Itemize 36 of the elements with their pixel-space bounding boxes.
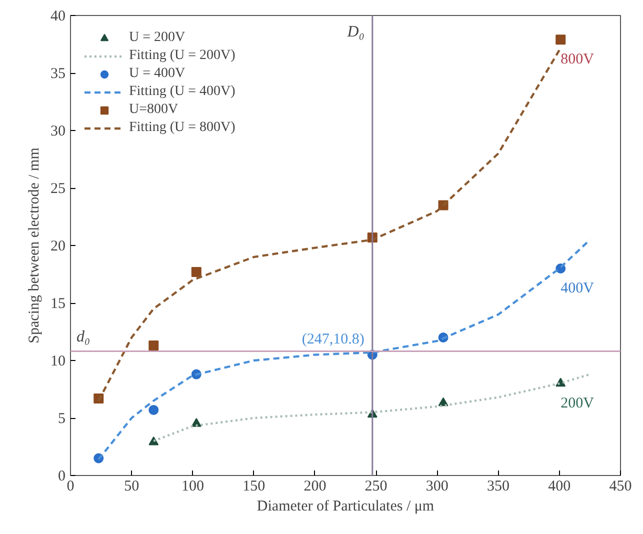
point xyxy=(191,266,202,277)
y-tick-label: 40 xyxy=(50,8,66,24)
legend-label: U=800V xyxy=(129,101,178,119)
y-tick-label: 0 xyxy=(58,468,66,484)
y-tick-label: 30 xyxy=(50,124,66,140)
x-tick-label: 350 xyxy=(487,478,510,494)
legend-label: U = 400V xyxy=(129,65,186,83)
point xyxy=(148,404,159,415)
y-tick-label: 15 xyxy=(50,296,66,312)
x-tick-label: 400 xyxy=(548,478,571,494)
ref-line-label: D₀ xyxy=(346,24,364,40)
x-tick-label: 450 xyxy=(609,478,632,494)
x-axis-title: Diameter of Particulates / μm xyxy=(256,498,434,514)
annotation: 800V xyxy=(560,52,594,68)
x-tick-label: 50 xyxy=(124,478,140,494)
legend-label: Fitting (U = 800V) xyxy=(129,119,236,137)
legend-label: Fitting (U = 400V) xyxy=(129,83,236,101)
x-tick-label: 250 xyxy=(364,478,388,494)
x-tick-label: 150 xyxy=(242,478,266,494)
x-tick-label: 300 xyxy=(426,478,448,494)
point xyxy=(556,34,566,45)
y-tick-label: 20 xyxy=(50,238,66,254)
legend-label: Fitting (U = 200V) xyxy=(129,47,236,65)
ref-line-label: d₀ xyxy=(76,328,90,346)
annotation: 200V xyxy=(560,396,594,412)
y-tick-label: 35 xyxy=(50,66,66,82)
annotation: 400V xyxy=(560,280,594,296)
y-tick-label: 25 xyxy=(50,181,66,197)
y-tick-label: 10 xyxy=(50,354,66,370)
x-tick-label: 200 xyxy=(304,478,326,494)
point xyxy=(148,340,159,351)
x-tick-label: 100 xyxy=(181,478,204,494)
y-tick-label: 5 xyxy=(58,411,66,427)
y-axis-title: Spacing between electrode / mm xyxy=(26,147,42,344)
legend-label: U = 200V xyxy=(129,29,186,47)
annotation: (247,10.8) xyxy=(302,331,364,348)
